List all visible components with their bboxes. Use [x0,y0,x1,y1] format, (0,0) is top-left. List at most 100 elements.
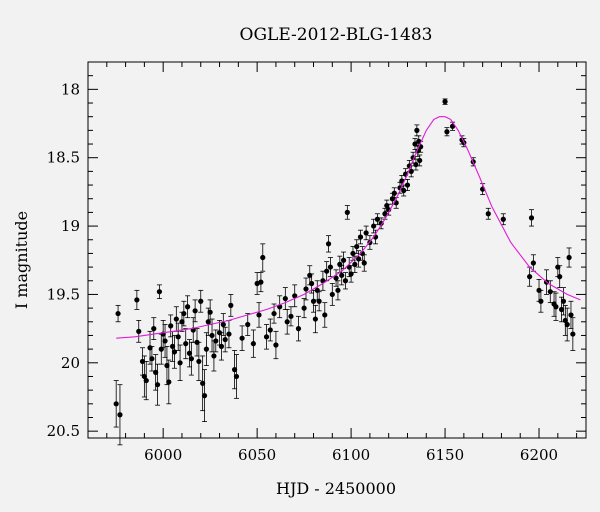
data-point [245,321,251,328]
data-point [363,230,369,236]
x-tick-label: 6200 [520,446,558,464]
data-point [175,334,181,340]
model-curve [116,116,581,339]
data-point [566,254,572,261]
data-point [301,305,307,311]
data-point [211,353,217,359]
data-point [562,317,568,324]
data-point [117,412,123,418]
data-point [139,358,146,365]
data-point [233,373,240,380]
data-point [374,216,381,222]
data-point [414,127,420,133]
y-tick-label: 19 [61,217,80,235]
data-point [413,161,419,168]
data-point [147,345,153,351]
data-point [530,260,536,266]
data-point [171,349,178,355]
data-point [527,274,533,280]
tick-labels: 6000 6050 6100 6150 6200 18 18.5 19 19.5 20 20.5 [47,80,559,464]
data-point [303,286,309,292]
data-point [192,308,198,314]
data-point [333,275,339,281]
data-point [536,287,542,293]
data-point [169,343,176,349]
data-point [134,297,140,303]
data-point [329,291,335,298]
y-tick-label: 20 [61,354,80,372]
data-point [314,287,320,293]
data-point [188,356,194,362]
data-points [113,99,576,418]
data-point [500,216,506,222]
data-point [404,182,411,188]
y-axis-label: I magnitude [12,211,31,309]
data-point [391,190,397,196]
y-tick-label: 20.5 [47,422,80,440]
data-point [168,323,174,329]
data-point [205,319,211,325]
data-point [177,360,183,366]
data-point [412,141,418,147]
data-point [218,343,225,349]
x-axis-label: HJD - 2450000 [276,479,396,498]
data-point [335,287,341,293]
data-point [538,298,544,304]
data-point [354,243,360,250]
data-point [158,346,164,352]
data-point [173,316,179,322]
data-point [203,346,209,352]
data-point [179,319,185,325]
data-point [239,335,245,341]
data-point [316,298,322,304]
x-tick-label: 6100 [332,446,370,464]
data-point [344,209,350,215]
data-point [417,157,423,164]
x-tick-label: 6050 [238,446,276,464]
data-point [288,313,294,319]
data-point [141,373,147,380]
chart-title: OGLE-2012-BLG-1483 [240,25,433,45]
data-point [284,319,290,325]
data-point [162,338,168,344]
data-point [209,332,215,339]
data-point [256,312,262,318]
data-point [292,293,298,299]
data-point [136,328,142,334]
data-point [164,362,170,369]
plot-frame [87,61,587,439]
data-point [399,178,405,184]
data-point [371,223,377,229]
data-point [384,202,390,209]
data-point [196,358,202,365]
data-point [267,327,273,333]
x-tick-label: 6150 [426,446,464,464]
data-point [153,369,159,375]
data-point [200,380,206,386]
data-point [207,309,213,315]
data-point [260,254,266,261]
data-point [115,310,121,317]
data-point [555,264,561,270]
data-point [558,306,565,313]
data-point [185,304,191,310]
data-point [327,264,334,270]
data-point [309,280,315,287]
data-point [348,271,354,277]
data-point [310,298,317,304]
data-point [401,187,407,194]
data-point [312,316,318,322]
data-point [564,321,570,328]
data-point [271,310,277,317]
data-point [361,260,367,266]
data-point [143,377,149,384]
data-point [557,274,563,280]
data-point [568,312,574,318]
data-point [485,211,491,217]
data-point [220,321,226,328]
data-point [263,334,270,340]
data-point [382,211,388,217]
data-point [350,250,356,257]
